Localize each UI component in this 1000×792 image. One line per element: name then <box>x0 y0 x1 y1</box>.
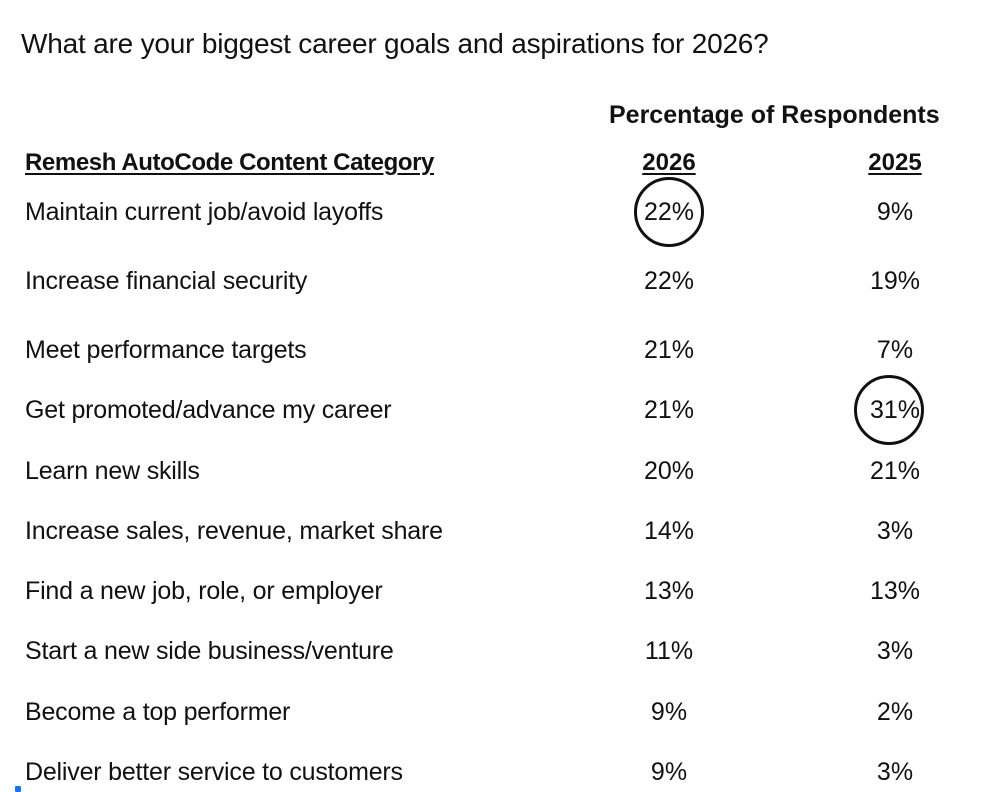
row-label: Increase sales, revenue, market share <box>25 517 443 545</box>
value-2025: 21% <box>869 457 921 485</box>
value-2026: 9% <box>650 758 688 786</box>
table-row: Become a top performer 9% 2% <box>0 692 1000 732</box>
row-label: Get promoted/advance my career <box>25 396 392 424</box>
table-row: Learn new skills 20% 21% <box>0 451 1000 491</box>
value-2025: 3% <box>876 637 914 665</box>
value-2026: 11% <box>644 637 694 665</box>
value-2026: 9% <box>650 698 688 726</box>
year-2026-column-header: 2026 <box>642 149 696 176</box>
value-2025: 19% <box>869 267 921 295</box>
table-row: Deliver better service to customers 9% 3% <box>0 752 1000 792</box>
row-label: Become a top performer <box>25 698 291 726</box>
value-2026: 22% <box>643 267 695 295</box>
table-row: Meet performance targets 21% 7% <box>0 330 1000 370</box>
row-label: Learn new skills <box>25 457 200 485</box>
value-2025: 2% <box>876 698 914 726</box>
corner-marker <box>15 786 21 792</box>
year-2025-column-header: 2025 <box>868 149 922 176</box>
value-2025: 3% <box>876 758 914 786</box>
row-label: Start a new side business/venture <box>25 637 394 665</box>
row-label: Meet performance targets <box>25 336 307 364</box>
highlight-circle <box>854 375 924 445</box>
value-2026: 21% <box>643 336 695 364</box>
table-row: Find a new job, role, or employer 13% 13% <box>0 571 1000 611</box>
value-2025: 13% <box>869 577 921 605</box>
table-row: Get promoted/advance my career 21% 31% <box>0 390 1000 430</box>
percentage-header: Percentage of Respondents <box>609 101 940 129</box>
highlight-circle <box>634 177 704 247</box>
value-2025: 7% <box>876 336 914 364</box>
table-row: Start a new side business/venture 11% 3% <box>0 631 1000 671</box>
chart-title: What are your biggest career goals and a… <box>21 28 769 59</box>
value-2025: 9% <box>876 198 914 226</box>
table-row: Increase financial security 22% 19% <box>0 261 1000 301</box>
value-2026: 13% <box>643 577 695 605</box>
category-column-header: Remesh AutoCode Content Category <box>25 149 435 176</box>
value-2025: 3% <box>876 517 914 545</box>
row-label: Deliver better service to customers <box>25 758 403 786</box>
table-row: Increase sales, revenue, market share 14%… <box>0 511 1000 551</box>
row-label: Find a new job, role, or employer <box>25 577 383 605</box>
row-label: Increase financial security <box>25 267 308 295</box>
value-2026: 21% <box>643 396 695 424</box>
table-row: Maintain current job/avoid layoffs 22% 9% <box>0 192 1000 232</box>
value-2026: 20% <box>643 457 695 485</box>
value-2026: 14% <box>643 517 695 545</box>
row-label: Maintain current job/avoid layoffs <box>25 198 384 226</box>
